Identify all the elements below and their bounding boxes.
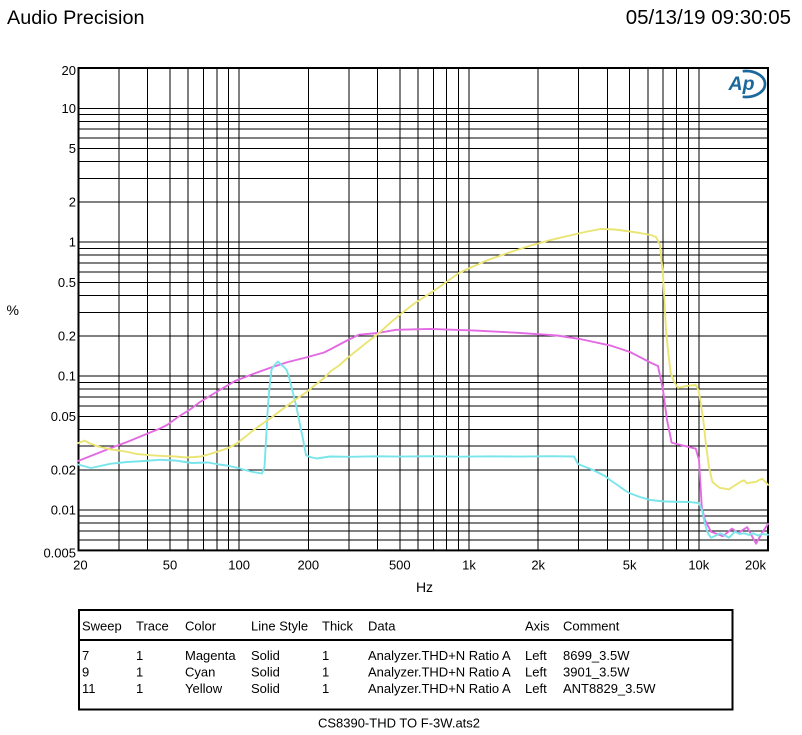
svg-text:Axis: Axis — [525, 619, 550, 634]
svg-text:Magenta: Magenta — [185, 648, 236, 663]
svg-text:1: 1 — [136, 648, 143, 663]
svg-text:3901_3.5W: 3901_3.5W — [563, 665, 630, 680]
svg-text:20: 20 — [73, 558, 87, 573]
svg-text:0.005: 0.005 — [43, 545, 76, 560]
svg-text:50: 50 — [163, 558, 177, 573]
svg-text:1: 1 — [322, 681, 329, 696]
svg-text:1k: 1k — [462, 558, 476, 573]
svg-text:Yellow: Yellow — [185, 681, 223, 696]
svg-text:200: 200 — [297, 558, 319, 573]
svg-text:1: 1 — [322, 648, 329, 663]
svg-text:Left: Left — [525, 681, 547, 696]
svg-text:CS8390-THD TO F-3W.ats2: CS8390-THD TO F-3W.ats2 — [318, 716, 480, 731]
svg-text:Analyzer.THD+N Ratio A: Analyzer.THD+N Ratio A — [368, 665, 511, 680]
svg-text:8699_3.5W: 8699_3.5W — [563, 648, 630, 663]
svg-text:Analyzer.THD+N Ratio A: Analyzer.THD+N Ratio A — [368, 681, 511, 696]
svg-text:Solid: Solid — [251, 648, 280, 663]
svg-text:%: % — [7, 302, 19, 318]
svg-text:11: 11 — [82, 681, 96, 696]
svg-text:Line Style: Line Style — [251, 619, 308, 634]
svg-text:5: 5 — [69, 141, 76, 156]
svg-text:0.05: 0.05 — [51, 409, 76, 424]
svg-text:Trace: Trace — [136, 619, 169, 634]
svg-text:ANT8829_3.5W: ANT8829_3.5W — [563, 681, 656, 696]
svg-text:1: 1 — [136, 681, 143, 696]
svg-text:0.5: 0.5 — [58, 275, 76, 290]
svg-text:20k: 20k — [745, 558, 766, 573]
svg-text:2: 2 — [69, 194, 76, 209]
svg-text:Left: Left — [525, 665, 547, 680]
svg-text:1: 1 — [69, 235, 76, 250]
svg-text:0.02: 0.02 — [51, 462, 76, 477]
svg-text:2k: 2k — [531, 558, 545, 573]
svg-text:0.2: 0.2 — [58, 328, 76, 343]
svg-text:7: 7 — [82, 648, 89, 663]
svg-text:05/13/19 09:30:05: 05/13/19 09:30:05 — [626, 6, 791, 29]
svg-text:0.01: 0.01 — [51, 503, 76, 518]
svg-text:1: 1 — [136, 665, 143, 680]
svg-text:100: 100 — [228, 558, 250, 573]
svg-text:Solid: Solid — [251, 681, 280, 696]
svg-text:Sweep: Sweep — [82, 619, 122, 634]
svg-text:Left: Left — [525, 648, 547, 663]
svg-text:5k: 5k — [623, 558, 637, 573]
svg-text:Audio Precision: Audio Precision — [7, 7, 144, 29]
svg-text:Data: Data — [368, 619, 396, 634]
svg-text:Color: Color — [185, 619, 217, 634]
svg-text:Hz: Hz — [416, 579, 433, 595]
svg-text:1: 1 — [322, 665, 329, 680]
svg-text:Thick: Thick — [322, 619, 354, 634]
svg-text:10k: 10k — [688, 558, 709, 573]
svg-text:0.1: 0.1 — [58, 369, 76, 384]
svg-text:9: 9 — [82, 665, 89, 680]
svg-text:10: 10 — [62, 101, 76, 116]
svg-text:20: 20 — [62, 63, 76, 78]
svg-text:Cyan: Cyan — [185, 665, 215, 680]
svg-text:500: 500 — [389, 558, 411, 573]
svg-text:Ap: Ap — [728, 73, 755, 95]
svg-text:Analyzer.THD+N Ratio A: Analyzer.THD+N Ratio A — [368, 648, 511, 663]
svg-text:Comment: Comment — [563, 619, 620, 634]
svg-text:Solid: Solid — [251, 665, 280, 680]
